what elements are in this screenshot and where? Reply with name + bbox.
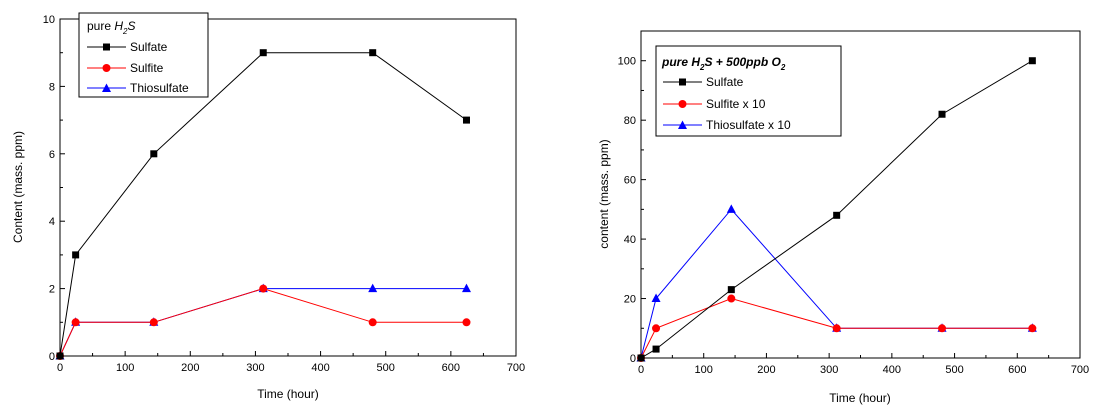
legend-label-thiosulfate-left: Thiosulfate [130,81,189,95]
data-point [150,150,158,158]
legend-marker-sulfate-left [103,43,110,51]
y-axis-title-left: Content (mass. ppm) [11,131,25,243]
data-point [259,284,268,293]
legend-label-sulfite-left: Sulfite [130,61,164,75]
data-point [1028,324,1037,333]
x-axis-title-left: Time (hour) [257,387,319,401]
x-tick-label: 600 [442,362,460,374]
x-tick-label: 100 [695,364,713,376]
y-tick-label: 40 [624,234,636,246]
y-tick-label: 80 [624,115,636,127]
x-tick-label: 500 [377,362,395,374]
series-line [59,52,467,357]
series-line [640,298,1033,359]
data-point [1028,57,1036,65]
x-tick-label: 0 [57,362,63,374]
data-point [833,211,841,219]
y-tick-label: 6 [49,149,55,161]
y-tick-label: 4 [49,216,55,228]
x-tick-label: 100 [116,362,134,374]
y-tick-label: 100 [618,56,636,68]
data-point [461,283,471,293]
plot-area-right [636,57,1037,362]
legend-marker-sulfite-left [102,64,111,72]
x-tick-label: 200 [181,362,199,374]
legend-marker-thiosulfate-left [102,83,111,92]
legend-label-sulfite-right: Sulfite x 10 [706,97,766,111]
data-point [651,293,661,303]
data-point [727,294,736,303]
data-point [368,283,378,293]
legend-title-right: pure H2S + 500ppb O2 [661,55,786,72]
series-line [59,288,467,357]
data-point [369,49,377,57]
y-tick-label: 8 [49,81,55,93]
y-tick-label: 10 [43,14,55,26]
data-point [149,318,158,327]
x-tick-label: 300 [246,362,264,374]
chart-left: 0 100 200 300 400 500 600 700 0 2 4 6 8 10 Time (hour… [11,12,525,401]
y-tick-label: 60 [624,175,636,187]
legend-marker-sulfite-right [678,100,687,108]
data-point [71,318,80,327]
data-point [938,110,946,118]
series-line [640,208,1033,359]
legend-marker-sulfate-right [679,78,686,86]
data-point [726,204,736,213]
x-axis-title-right: Time (hour) [829,391,891,405]
axis-ticks-left: 0 100 200 300 400 500 600 700 0 2 4 6 8 10 [43,14,525,374]
legend-label-sulfate-left: Sulfate [130,40,168,54]
legend-left: pure H2S Sulfate Sulfite Thiosulfate [78,12,209,98]
legend-marker-thiosulfate-right [678,120,687,129]
data-point [727,286,735,294]
x-tick-label: 300 [820,364,838,376]
x-tick-label: 200 [757,364,775,376]
legend-right: pure H2S + 500ppb O2 Sulfate Sulfite x 1… [655,45,842,137]
data-point [652,324,661,333]
x-tick-label: 600 [1008,364,1026,376]
data-point [462,318,471,327]
y-tick-label: 2 [49,284,55,296]
x-tick-label: 700 [507,362,525,374]
data-point [72,251,80,259]
legend-title-left: pure H2S [87,19,136,36]
data-point [368,318,377,327]
y-tick-label: 0 [49,351,55,363]
data-point [462,116,470,124]
axis-ticks-right: 0 100 200 300 400 500 600 700 0 20 40 60 80 100 [618,56,1090,376]
x-tick-label: 500 [945,364,963,376]
legend-label-sulfate-right: Sulfate [706,75,744,89]
data-point [938,324,947,333]
data-point [832,324,841,333]
x-tick-label: 0 [638,364,644,376]
data-point [652,345,660,353]
y-axis-title-right: content (mass. ppm) [597,139,611,248]
legend-box-left [78,12,209,98]
legend-box-right [655,45,842,137]
x-tick-label: 400 [311,362,329,374]
legend-label-thiosulfate-right: Thiosulfate x 10 [706,118,791,132]
y-tick-label: 0 [630,353,636,365]
plot-area-left [55,49,471,360]
x-tick-label: 400 [883,364,901,376]
chart-right: 0 100 200 300 400 500 600 700 0 20 40 60 80 100 Time … [597,30,1090,405]
y-tick-label: 20 [624,294,636,306]
data-point [259,49,267,57]
x-tick-label: 700 [1071,364,1089,376]
